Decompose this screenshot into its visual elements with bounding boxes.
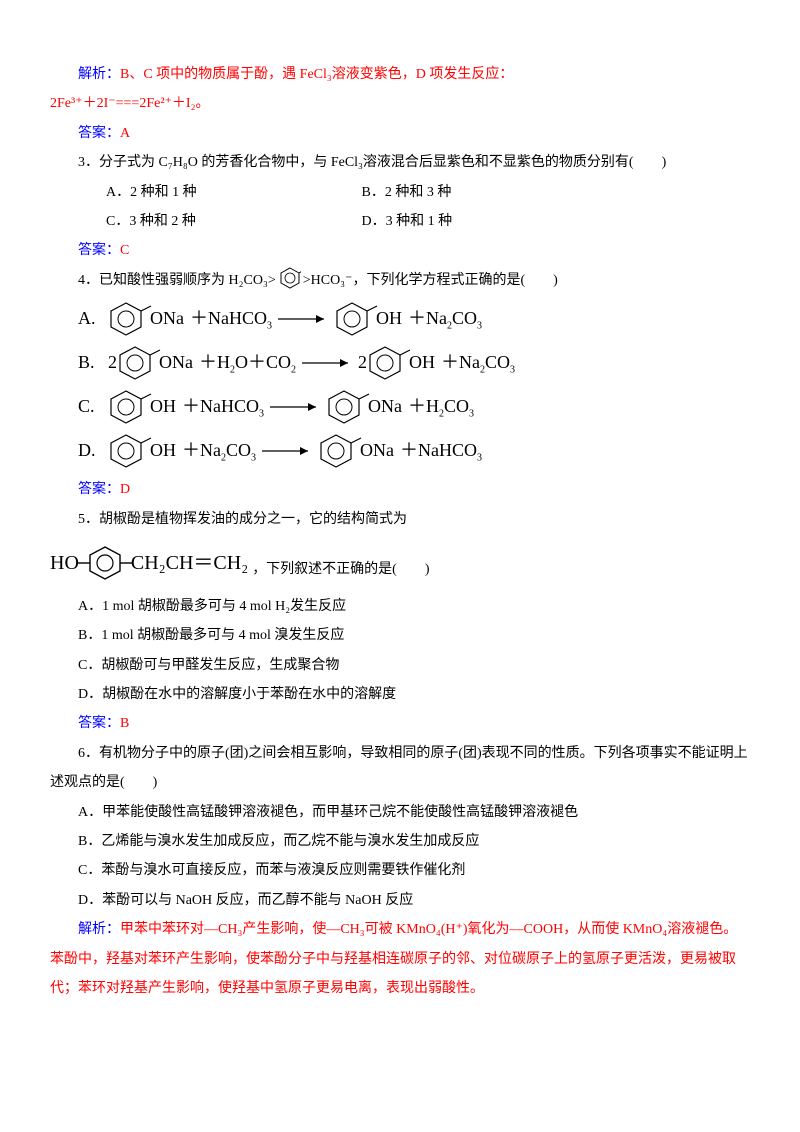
q4-opt-d: D. OH ＋Na2CO3 ONa ＋NaHCO3 [78,431,750,471]
benzene-ring-icon [318,433,362,469]
benzene-ring-icon [367,345,411,381]
q4-answer: 答案：D [50,475,750,504]
q5-stem1: 5．胡椒酚是植物挥发油的成分之一，它的结构简式为 [50,505,750,534]
q6-opt-d: D．苯酚可以与 NaOH 反应，而乙醇不能与 NaOH 反应 [50,886,750,915]
q3-row1: A．2 种和 1 种 B．2 种和 3 种 [50,178,750,207]
analysis-1: 解析：B、C 项中的物质属于酚，遇 FeCl₃溶液变紫色，D 项发生反应： [50,60,750,89]
q4-opt-a: A. ONa ＋NaHCO3 OH ＋Na2CO3 [78,299,750,339]
benzene-ring-icon [326,389,370,425]
benzene-ring-icon [334,301,378,337]
q3-opt-a: A．2 种和 1 种 [78,178,358,207]
benzene-ring-icon [117,345,161,381]
benzene-ring-icon [108,301,152,337]
q6-opt-a: A．甲苯能使酸性高锰酸钾溶液褪色，而甲基环己烷不能使酸性高锰酸钾溶液褪色 [50,798,750,827]
benzene-ring-icon [108,389,152,425]
phenol-icon-inline [279,267,301,289]
q6-opt-c: C．苯酚与溴水可直接反应，而苯与液溴反应则需要铁作催化剂 [50,856,750,885]
arrow-icon [278,313,328,325]
q3-stem: 3．分子式为 C₇H₈O 的芳香化合物中，与 FeCl₃溶液混合后显紫色和不显紫… [50,148,750,177]
q4-stem: 4．已知酸性强弱顺序为 H₂CO₃> >HCO₃⁻，下列化学方程式正确的是( ) [50,266,750,295]
q3-opt-b: B．2 种和 3 种 [362,185,452,200]
q3-answer: 答案：C [50,236,750,265]
q5-structure: HO CH₂CH＝CH₂ ，下列叙述不正确的是( ) [50,542,750,584]
answer-1: 答案：A [50,119,750,148]
q5-opt-d: D．胡椒酚在水中的溶解度小于苯酚在水中的溶解度 [50,680,750,709]
analysis-label: 解析： [78,67,120,82]
q6-opt-b: B．乙烯能与溴水发生加成反应，而乙烷不能与溴水发生加成反应 [50,827,750,856]
q4-opt-c: C. OH ＋NaHCO3 ONa ＋H2CO3 [78,387,750,427]
q3-row2: C．3 种和 2 种 D．3 种和 1 种 [50,207,750,236]
q4-opt-b: B. 2 ONa ＋H2O＋CO2 2 OH ＋Na2CO3 [78,343,750,383]
arrow-icon [270,401,320,413]
arrow-icon [262,445,312,457]
q3-opt-d: D．3 种和 1 种 [362,214,453,229]
q6-stem: 6．有机物分子中的原子(团)之间会相互影响，导致相同的原子(团)表现不同的性质。… [50,739,750,798]
q5-opt-b: B．1 mol 胡椒酚最多可与 4 mol 溴发生反应 [50,621,750,650]
arrow-icon [302,357,352,369]
analysis-1-eq: 2Fe³⁺＋2I⁻===2Fe²⁺＋I₂。 [50,89,750,118]
q5-answer: 答案：B [50,709,750,738]
analysis-6: 解析：甲苯中苯环对—CH₃产生影响，使—CH₃可被 KMnO₄(H⁺)氧化为—C… [50,915,750,1003]
q3-opt-c: C．3 种和 2 种 [78,207,358,236]
q5-opt-a: A．1 mol 胡椒酚最多可与 4 mol H₂发生反应 [50,592,750,621]
benzene-ring-icon [108,433,152,469]
q5-opt-c: C．胡椒酚可与甲醛发生反应，生成聚合物 [50,651,750,680]
analysis-label: 解析： [78,922,120,937]
benzene-para-icon [77,545,133,581]
